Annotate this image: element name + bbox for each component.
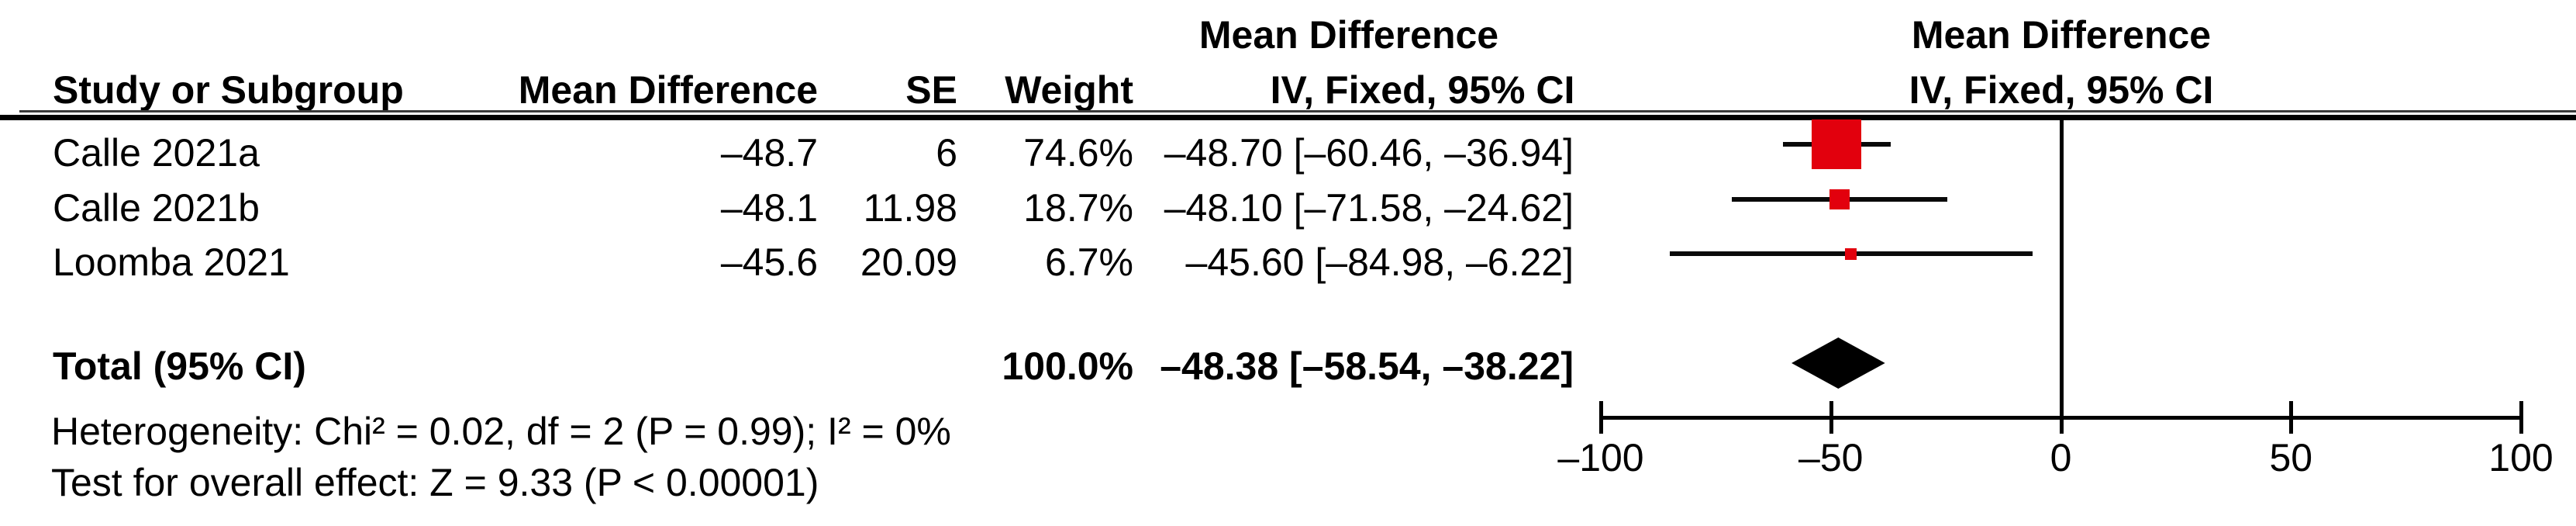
x-axis-tick <box>1599 401 1603 434</box>
study-name: Calle 2021b <box>53 186 260 230</box>
x-axis-tick-label: 100 <box>2488 436 2554 479</box>
study-ci: –48.10 [–71.58, –24.62] <box>1164 186 1574 230</box>
x-axis-tick-label: 0 <box>2050 436 2072 479</box>
study-weight: 6.7% <box>1045 241 1133 284</box>
study-md: –48.7 <box>720 131 818 175</box>
effect-square <box>1829 189 1850 209</box>
heterogeneity-text: Heterogeneity: Chi² = 0.02, df = 2 (P = … <box>51 410 951 453</box>
header-rule <box>0 115 2576 120</box>
se-column-header: SE <box>905 68 957 112</box>
effect-square <box>1845 247 1857 260</box>
header-rule-thin <box>19 110 2576 112</box>
study-md: –48.1 <box>720 186 818 230</box>
study-se: 6 <box>936 131 957 175</box>
study-weight: 74.6% <box>1023 131 1133 175</box>
study-se: 20.09 <box>860 241 957 284</box>
x-axis-tick-label: –50 <box>1798 436 1864 479</box>
study-name: Calle 2021a <box>53 131 260 175</box>
overall-effect-text: Test for overall effect: Z = 9.33 (P < 0… <box>51 461 819 504</box>
zero-effect-line <box>2059 120 2064 421</box>
effect-square <box>1812 119 1862 169</box>
plot-column-header-line1: Mean Difference <box>1911 13 2212 57</box>
total-label: Total (95% CI) <box>53 344 306 388</box>
study-se: 11.98 <box>863 186 957 230</box>
plot-column-header-line2: IV, Fixed, 95% CI <box>1909 68 2214 112</box>
ci-column-header-line2: IV, Fixed, 95% CI <box>1270 68 1575 112</box>
total-diamond <box>1791 337 1885 389</box>
study-weight: 18.7% <box>1023 186 1133 230</box>
total-ci-text: –48.38 [–58.54, –38.22] <box>1160 344 1574 388</box>
weight-column-header: Weight <box>1005 68 1133 112</box>
md-column-header: Mean Difference <box>518 68 818 112</box>
x-axis-tick <box>2289 401 2294 434</box>
study-column-header: Study or Subgroup <box>53 68 404 112</box>
ci-column-header-line1: Mean Difference <box>1198 13 1499 57</box>
x-axis-tick <box>2519 401 2523 434</box>
study-ci: –48.70 [–60.46, –36.94] <box>1164 131 1574 175</box>
x-axis-tick-label: –100 <box>1557 436 1644 479</box>
x-axis-tick-label: 50 <box>2269 436 2313 479</box>
x-axis-tick <box>1829 401 1833 434</box>
study-md: –45.6 <box>720 241 818 284</box>
study-name: Loomba 2021 <box>53 241 290 284</box>
x-axis-tick <box>2059 401 2064 434</box>
study-ci: –45.60 [–84.98, –6.22] <box>1185 241 1574 284</box>
total-weight: 100.0% <box>1002 344 1133 388</box>
